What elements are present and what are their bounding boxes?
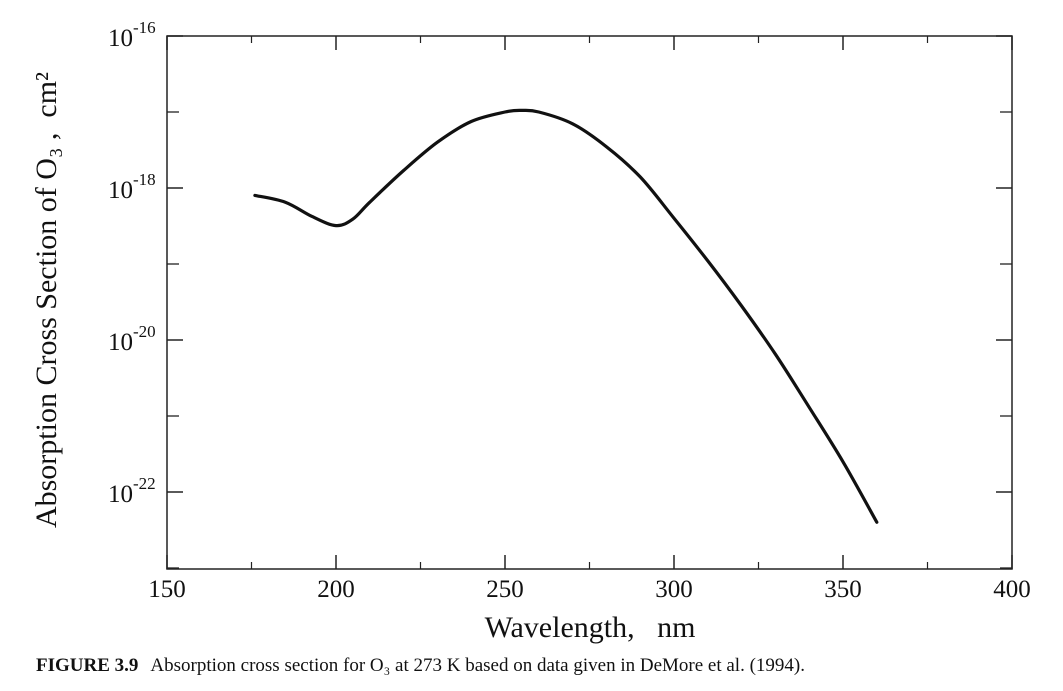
figure-label: FIGURE 3.9 <box>36 655 139 676</box>
figure-caption-text: Absorption cross section for O₃ at 273 K… <box>150 655 805 676</box>
x-axis-ticks: 150 200 250 300 350 400 <box>148 36 1031 603</box>
x-tick-label: 300 <box>655 576 693 603</box>
y-tick-label-exponent: -20 <box>133 322 156 341</box>
x-tick-label: 200 <box>317 576 355 603</box>
y-tick-label: 10-16 <box>108 18 156 52</box>
series-layer <box>253 108 879 524</box>
y-axis-title: Absorption Cross Section of O₃ , cm² <box>30 72 63 528</box>
y-tick-label: 10-18 <box>108 170 156 204</box>
x-tick-label: 350 <box>824 576 862 603</box>
y-tick-label-base: 10 <box>108 25 133 52</box>
y-tick-label-base: 10 <box>108 329 133 356</box>
x-tick-label: 400 <box>993 576 1031 603</box>
x-tick-label: 250 <box>486 576 524 603</box>
plot-frame <box>166 35 1013 570</box>
x-tick-label: 150 <box>148 576 186 603</box>
figure-caption: FIGURE 3.9 Absorption cross section for O… <box>36 655 1056 677</box>
series-line <box>253 108 879 524</box>
y-tick-label-base: 10 <box>108 481 133 508</box>
y-tick-label: 10-20 <box>108 322 156 356</box>
y-tick-label-exponent: -18 <box>133 170 156 189</box>
y-tick-label-exponent: -16 <box>133 18 156 37</box>
x-axis-title: Wavelength, nm <box>485 611 696 644</box>
y-tick-label-base: 10 <box>108 177 133 204</box>
y-tick-label-exponent: -22 <box>133 474 156 493</box>
y-tick-label: 10-22 <box>108 474 156 508</box>
